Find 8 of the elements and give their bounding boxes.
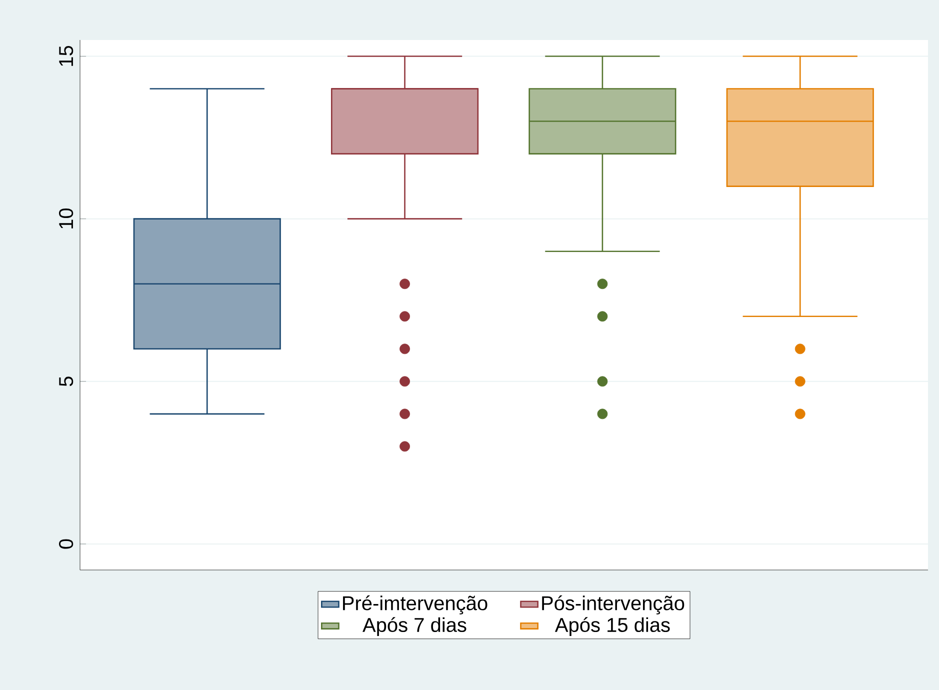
y-tick-label: 5	[59, 376, 74, 386]
legend-label: Após 15 dias	[554, 617, 670, 636]
y-tick-label: 10	[58, 208, 74, 228]
y-tick-label: 0	[58, 539, 74, 549]
legend-label: Pré-imtervenção	[343, 595, 488, 614]
legend-label: Após 7 dias	[362, 617, 466, 636]
y-tick-label: 15	[59, 46, 74, 66]
legend-label: Pós-intervenção	[542, 595, 684, 614]
